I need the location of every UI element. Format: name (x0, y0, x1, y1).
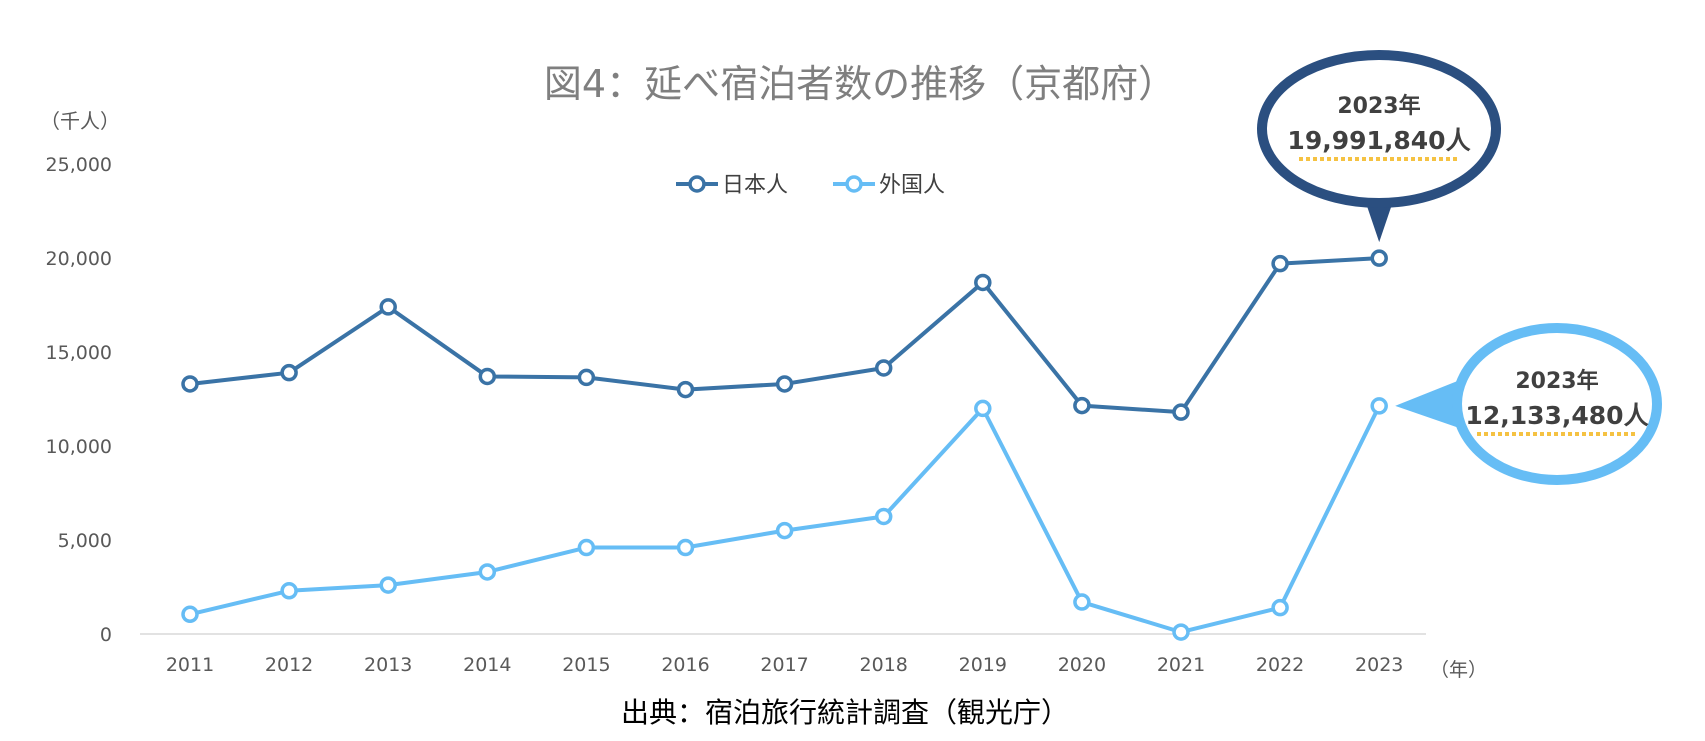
source-note: 出典：宿泊旅行統計調査（観光庁） (621, 696, 1069, 729)
data-point (1073, 593, 1091, 611)
series-layer (181, 249, 1388, 641)
callout-value-label: 19,991,840人 (1287, 126, 1470, 155)
data-point (181, 605, 199, 624)
callout-year-label: 2023年 (1515, 368, 1598, 394)
data-point (1073, 396, 1091, 415)
data-point (874, 507, 893, 526)
x-tick-label: 2016 (661, 654, 709, 676)
data-point (1370, 397, 1388, 415)
callout-year-label: 2023年 (1337, 93, 1420, 119)
series-1 (181, 249, 1388, 421)
data-point (1271, 598, 1289, 617)
callout-bubble (1452, 323, 1662, 485)
y-tick-label: 5,000 (58, 530, 112, 552)
annotation-layer: 2023年 19,991,840人 2023年 12,133,480人 (1257, 50, 1662, 485)
x-tick-label: 2021 (1157, 654, 1205, 676)
x-tick-label: 2017 (760, 654, 808, 676)
data-point (280, 363, 298, 382)
x-tick-label: 2012 (265, 654, 313, 676)
legend-marker (688, 175, 706, 193)
x-tick-label: 2013 (364, 654, 412, 676)
legend-item-2: 外国人 (833, 173, 945, 198)
data-point (676, 380, 695, 399)
x-axis: 2011 2012 2013 2014 2015 2016 2017 2018 2019 2020… (166, 654, 1404, 676)
y-tick-label: 20,000 (46, 248, 112, 270)
data-point (478, 563, 497, 581)
callout-bubble (1257, 50, 1501, 208)
data-point (181, 375, 199, 393)
data-point (379, 576, 397, 594)
x-tick-label: 2015 (562, 654, 610, 676)
data-point (775, 521, 794, 540)
callout-2: 2023年 12,133,480人 (1395, 323, 1662, 485)
x-tick-label: 2020 (1058, 654, 1106, 676)
y-axis: 0 5,000 10,000 15,000 20,000 25,000 (46, 154, 112, 646)
legend-label: 日本人 (722, 173, 788, 198)
x-tick-label: 2019 (959, 654, 1007, 676)
y-tick-label: 15,000 (46, 342, 112, 364)
chart-title: 図4：延べ宿泊者数の推移（京都府） (544, 62, 1176, 106)
data-point (1271, 254, 1289, 273)
callout-1: 2023年 19,991,840人 (1257, 50, 1501, 243)
data-point (874, 359, 893, 377)
data-point (280, 582, 298, 600)
y-axis-unit: （千人） (40, 109, 120, 133)
x-tick-label: 2018 (860, 654, 908, 676)
series-2 (181, 397, 1388, 641)
y-tick-label: 10,000 (46, 436, 112, 458)
data-point (379, 298, 397, 316)
x-tick-label: 2023 (1355, 654, 1403, 676)
y-tick-label: 25,000 (46, 154, 112, 176)
legend-label: 外国人 (879, 173, 945, 198)
data-point (1172, 623, 1190, 641)
data-point (775, 375, 794, 393)
legend-item-1: 日本人 (676, 173, 788, 198)
legend: 日本人 外国人 (676, 173, 945, 198)
data-point (1172, 403, 1190, 421)
legend-marker (845, 175, 863, 193)
data-point (676, 538, 695, 557)
data-point (577, 538, 596, 557)
data-point (478, 367, 497, 386)
data-point (974, 399, 992, 418)
data-point (974, 273, 992, 292)
x-axis-unit: （年） (1430, 659, 1487, 681)
x-tick-label: 2022 (1256, 654, 1304, 676)
data-point (1370, 249, 1388, 267)
callout-value-label: 12,133,480人 (1465, 401, 1648, 430)
x-tick-label: 2014 (463, 654, 511, 676)
x-tick-label: 2011 (166, 654, 214, 676)
series-line (189, 405, 1381, 635)
y-tick-label: 0 (100, 624, 112, 646)
callout-tail (1395, 378, 1465, 430)
data-point (577, 368, 596, 387)
